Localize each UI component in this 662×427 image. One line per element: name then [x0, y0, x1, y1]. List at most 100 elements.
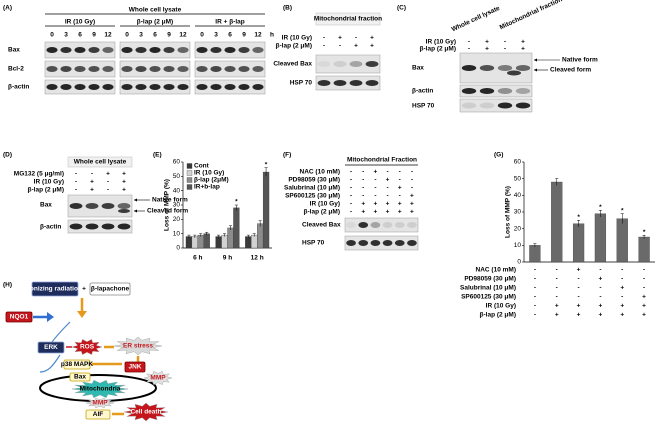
error-bar [598, 210, 602, 217]
treatment-label: Salubrinal (10 μM) [284, 185, 340, 192]
x-tick-label: 12 h [251, 255, 264, 262]
treatment-sign: - [75, 187, 77, 194]
band [252, 47, 264, 53]
band [461, 65, 477, 71]
treatment-sign: - [556, 285, 558, 292]
treatment-sign: - [399, 193, 401, 200]
treatment-label: MG132 (5 μg/ml) [14, 171, 64, 178]
blot [67, 219, 133, 234]
treatment-sign: - [577, 285, 579, 292]
treatment-sign: - [621, 267, 623, 274]
arrow-head [134, 209, 137, 213]
treatment-sign: - [75, 171, 77, 178]
band [224, 66, 236, 72]
band [102, 66, 114, 72]
treatment-sign: - [504, 46, 506, 53]
treatment-sign: - [350, 209, 352, 216]
treatment-sign: + [361, 201, 365, 208]
treatment-sign: + [485, 39, 489, 46]
bar [197, 234, 204, 249]
band [74, 84, 86, 90]
treatment-sign: - [556, 267, 558, 274]
band [515, 88, 531, 94]
time-label: 0 [125, 32, 129, 39]
bar [233, 207, 240, 249]
treatment-sign: + [370, 43, 374, 50]
band [69, 203, 83, 209]
header: Whole cell lysate [129, 7, 182, 14]
treatment-sign: - [374, 177, 376, 184]
treatment-sign: - [323, 43, 325, 50]
treatment-sign: - [323, 35, 325, 42]
treatment-sign: + [599, 303, 603, 310]
node-label: MMP [92, 400, 108, 407]
treatment-sign: + [374, 209, 378, 216]
band [102, 84, 114, 90]
treatment-label: PD98059 (30 μM) [288, 177, 340, 184]
row-label: Bax [8, 47, 20, 54]
treatment-sign: - [386, 185, 388, 192]
bar [572, 223, 585, 263]
treatment-sign: + [90, 179, 94, 186]
error-bar [533, 243, 537, 247]
band [497, 65, 513, 71]
treatment-sign: - [411, 177, 413, 184]
treatment-sign: - [374, 193, 376, 200]
significance: * [643, 229, 646, 236]
band [135, 84, 147, 90]
time-label: 9 [167, 32, 171, 39]
band [252, 84, 264, 90]
band [117, 223, 131, 230]
bar [262, 171, 270, 249]
row-label: HSP 70 [412, 103, 435, 110]
node-label: JNK [128, 364, 141, 371]
legend-label: Cont [194, 163, 210, 170]
treatment-sign: - [556, 276, 558, 283]
time-label: 6 [78, 32, 82, 39]
band [370, 222, 381, 228]
band [177, 47, 189, 53]
treatment-sign: - [577, 294, 579, 301]
band [69, 223, 83, 230]
arrow-label: Cleaved form [147, 208, 188, 215]
treatment-sign: - [350, 201, 352, 208]
panel-label: (G) [494, 152, 503, 159]
band [394, 240, 405, 246]
treatment-label: Salubrinal (10 μM) [460, 285, 516, 292]
bar [616, 218, 628, 263]
blot [67, 194, 133, 218]
band [479, 102, 495, 109]
treatment-label: IR (10 Gy) [426, 39, 456, 46]
treatment-sign: - [107, 179, 109, 186]
node-label: β-lapachone [91, 286, 130, 293]
treatment-sign: + [398, 185, 402, 192]
treatment-label: β-lap (2 μM) [276, 43, 312, 50]
band [121, 47, 133, 53]
treatment-sign: - [643, 276, 645, 283]
significance: * [265, 161, 268, 168]
treatment-sign: + [106, 171, 110, 178]
band [238, 66, 250, 72]
band [196, 66, 208, 72]
y-tick-label: 30 [514, 209, 522, 216]
bar [638, 236, 650, 263]
band [317, 80, 331, 86]
burst [113, 336, 163, 356]
legend-label: β-lap (2μM) [194, 177, 229, 184]
treatment-sign: + [410, 201, 414, 208]
treatment-sign: - [534, 267, 536, 274]
error-bar [199, 233, 203, 237]
node-label: MMP [150, 375, 166, 382]
node-label: Ionizing radiation [28, 286, 82, 293]
treatment-sign: - [468, 46, 470, 53]
band [101, 223, 115, 230]
time-label: 9 [242, 32, 246, 39]
band [46, 47, 58, 53]
band [210, 84, 222, 90]
panel-label: (D) [3, 152, 12, 159]
treatment-sign: + [642, 312, 646, 319]
band [479, 65, 495, 71]
band [252, 66, 264, 72]
band [238, 84, 250, 90]
node-label: Mitochondria [80, 386, 121, 393]
